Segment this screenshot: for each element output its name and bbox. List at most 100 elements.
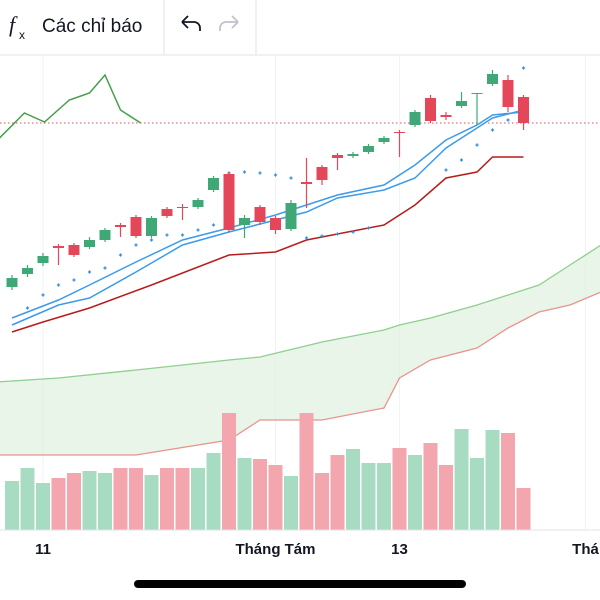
x-tick-label: Tháng Tám — [235, 541, 315, 558]
sar-dot — [521, 66, 526, 70]
volume-bar — [51, 478, 66, 530]
sar-dot — [87, 270, 92, 274]
indicators-button[interactable]: Các chỉ báo — [42, 16, 142, 37]
volume-bar — [330, 455, 345, 530]
volume-bar — [159, 468, 174, 530]
toolbar: f x Các chỉ báo — [0, 0, 600, 56]
candle-body — [83, 240, 95, 247]
volume-bar — [268, 465, 283, 530]
volume-bar — [315, 473, 330, 530]
sar-dot — [103, 266, 107, 270]
candle-body — [239, 218, 251, 225]
volume-bar — [284, 476, 299, 530]
volume-bar — [485, 430, 500, 530]
candle-body — [378, 138, 390, 142]
volume-bar — [82, 471, 97, 530]
sar-dot — [196, 228, 200, 232]
candle-body — [301, 182, 313, 184]
sar-dot — [134, 243, 138, 247]
volume-bar — [501, 433, 516, 530]
volume-bar — [423, 443, 438, 530]
cloud-lower — [0, 291, 600, 456]
sar-dot — [165, 233, 169, 237]
candle-body — [502, 80, 514, 107]
volume-bar — [439, 465, 454, 530]
sar-dot — [273, 173, 278, 177]
sar-dot — [258, 171, 262, 175]
candle-body — [471, 93, 483, 94]
sar-dot — [180, 233, 185, 237]
candle-body — [456, 101, 468, 106]
home-indicator — [134, 580, 466, 588]
volume-bar — [408, 455, 423, 530]
x-tick-label: 11 — [35, 541, 51, 558]
volume-bar — [113, 468, 128, 530]
candle-body — [21, 268, 33, 274]
volume-bar — [35, 483, 50, 530]
sar-dot — [475, 143, 479, 147]
sar-dot — [335, 232, 340, 236]
indicator-line — [11, 109, 524, 326]
volume-bar — [470, 458, 485, 530]
x-tick-label: Thá — [572, 541, 599, 558]
candle-body — [223, 174, 235, 230]
candle-body — [316, 167, 328, 180]
x-axis: 11 Tháng Tám 13 Thá — [35, 541, 599, 558]
volume-bar — [175, 468, 190, 530]
candle-body — [363, 146, 375, 152]
plot — [0, 56, 600, 530]
sar-dot — [490, 128, 495, 132]
volume-bar — [299, 413, 314, 530]
sar-dot — [25, 306, 30, 310]
volume-bar — [253, 459, 268, 530]
redo-button[interactable] — [219, 15, 239, 31]
candle-body — [440, 115, 452, 117]
undo-button[interactable] — [181, 15, 201, 31]
volume-bar — [206, 453, 221, 530]
candle-body — [347, 154, 359, 156]
volume-bar — [128, 468, 143, 530]
volume-bar — [66, 473, 81, 530]
sar-dot — [320, 234, 324, 238]
cloud-fill — [0, 245, 600, 455]
candle-body — [409, 112, 421, 125]
sar-dot — [56, 283, 61, 287]
sar-dot — [41, 293, 45, 297]
volume-bar — [377, 463, 392, 530]
candle-body — [425, 98, 437, 121]
candle-body — [208, 178, 220, 190]
sar-dot — [242, 170, 247, 174]
candle-body — [254, 207, 266, 222]
candle-body — [394, 132, 406, 133]
sar-dot — [366, 226, 371, 230]
volume-bar — [516, 488, 531, 530]
candle-body — [177, 207, 189, 208]
candle-body — [6, 278, 18, 287]
sar-dot — [149, 238, 154, 242]
sar-dot — [72, 278, 76, 282]
candle-body — [114, 225, 126, 227]
sar-dot — [506, 118, 510, 122]
candle-body — [487, 74, 499, 84]
volume-bar — [4, 481, 19, 530]
sar-dot — [459, 158, 464, 162]
indicator-line — [11, 156, 524, 333]
volume-bar — [20, 468, 35, 530]
candle-body — [68, 245, 80, 255]
sar-dot — [118, 253, 123, 257]
x-tick-label: 13 — [391, 541, 408, 558]
volume-bar — [392, 448, 407, 530]
volume-bar — [222, 413, 237, 530]
candle-body — [99, 230, 111, 240]
indicator-icon[interactable]: f — [9, 12, 18, 37]
candle-body — [130, 217, 142, 236]
sar-dot — [289, 176, 293, 180]
cloud-upper — [0, 244, 600, 383]
volume-bar — [346, 449, 361, 530]
candle-body — [332, 155, 344, 158]
volume-bar — [361, 463, 376, 530]
candle-body — [145, 218, 157, 236]
candle-body — [518, 97, 530, 123]
volume-bar — [144, 475, 159, 530]
